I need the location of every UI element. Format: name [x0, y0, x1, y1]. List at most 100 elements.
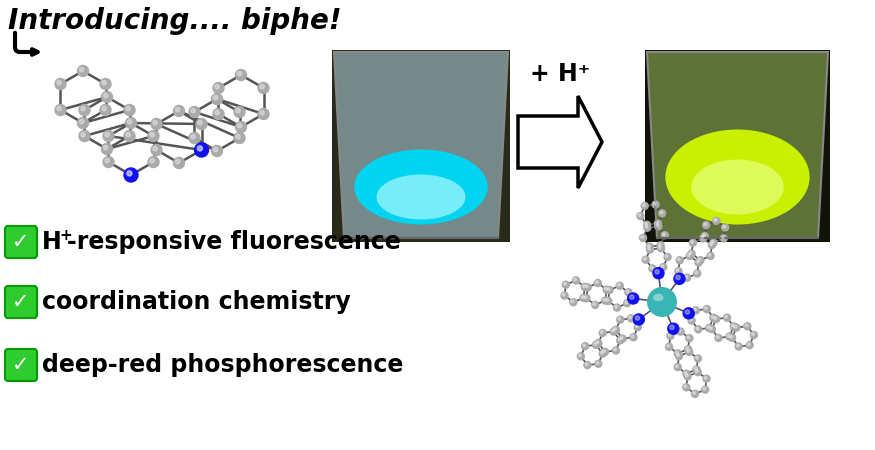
Circle shape: [657, 245, 664, 252]
Circle shape: [678, 329, 681, 332]
Circle shape: [714, 317, 717, 319]
Circle shape: [686, 348, 693, 356]
Circle shape: [592, 342, 599, 348]
Ellipse shape: [354, 149, 487, 225]
Circle shape: [173, 105, 185, 117]
Circle shape: [684, 371, 687, 374]
Circle shape: [198, 146, 202, 151]
Circle shape: [735, 343, 742, 350]
Circle shape: [578, 353, 584, 360]
Circle shape: [102, 91, 113, 103]
Polygon shape: [645, 50, 830, 242]
Circle shape: [695, 326, 702, 333]
Circle shape: [79, 104, 90, 116]
Circle shape: [707, 252, 714, 259]
Circle shape: [613, 348, 616, 351]
Circle shape: [710, 243, 712, 246]
Circle shape: [657, 242, 664, 249]
Circle shape: [634, 324, 641, 331]
Circle shape: [635, 316, 640, 320]
Circle shape: [212, 94, 222, 104]
Circle shape: [730, 323, 737, 330]
Circle shape: [214, 95, 218, 100]
Circle shape: [605, 288, 607, 290]
Circle shape: [702, 386, 709, 393]
Circle shape: [703, 387, 706, 390]
Circle shape: [626, 290, 629, 293]
Circle shape: [235, 122, 247, 132]
Circle shape: [648, 247, 650, 250]
Circle shape: [571, 300, 574, 303]
Circle shape: [650, 266, 653, 269]
Circle shape: [647, 246, 654, 253]
Circle shape: [661, 265, 664, 268]
Circle shape: [646, 243, 653, 250]
Circle shape: [640, 235, 644, 239]
Circle shape: [572, 277, 579, 284]
Circle shape: [198, 121, 202, 125]
Circle shape: [724, 315, 728, 318]
Circle shape: [676, 351, 678, 354]
Circle shape: [78, 66, 88, 77]
Circle shape: [688, 317, 695, 324]
Circle shape: [103, 145, 108, 150]
Circle shape: [676, 354, 680, 357]
Circle shape: [583, 285, 585, 288]
Circle shape: [665, 255, 668, 257]
Circle shape: [710, 327, 712, 330]
Circle shape: [602, 297, 609, 304]
Circle shape: [236, 108, 241, 113]
Circle shape: [696, 356, 698, 359]
Circle shape: [716, 336, 719, 338]
Circle shape: [751, 332, 758, 338]
Circle shape: [693, 366, 700, 373]
Circle shape: [103, 157, 114, 167]
Circle shape: [691, 391, 698, 397]
Circle shape: [703, 234, 705, 237]
Circle shape: [600, 331, 603, 333]
Circle shape: [214, 148, 218, 152]
Circle shape: [196, 118, 207, 130]
Text: ✓: ✓: [12, 292, 30, 312]
Circle shape: [600, 351, 603, 354]
Circle shape: [642, 203, 645, 207]
Circle shape: [612, 329, 614, 332]
Circle shape: [696, 327, 699, 330]
Circle shape: [150, 132, 154, 137]
Circle shape: [124, 104, 135, 116]
Circle shape: [685, 275, 688, 278]
Text: +: +: [59, 228, 72, 243]
Circle shape: [624, 300, 631, 307]
Circle shape: [151, 144, 162, 156]
Circle shape: [694, 369, 701, 376]
Circle shape: [660, 264, 667, 270]
Circle shape: [674, 273, 685, 284]
Circle shape: [618, 338, 620, 341]
Circle shape: [699, 235, 706, 242]
Circle shape: [726, 333, 733, 340]
Circle shape: [694, 367, 697, 370]
Circle shape: [709, 326, 716, 333]
Polygon shape: [332, 50, 510, 242]
Circle shape: [685, 310, 690, 314]
Circle shape: [703, 221, 710, 229]
Circle shape: [582, 342, 589, 350]
Circle shape: [126, 107, 130, 111]
Circle shape: [709, 242, 716, 248]
Circle shape: [653, 268, 664, 279]
Circle shape: [601, 348, 608, 356]
Circle shape: [592, 302, 598, 308]
Circle shape: [619, 335, 626, 342]
Circle shape: [596, 361, 598, 364]
Circle shape: [563, 293, 565, 296]
Circle shape: [100, 78, 111, 90]
Circle shape: [605, 297, 612, 305]
Circle shape: [197, 145, 203, 151]
Circle shape: [213, 82, 224, 94]
Circle shape: [258, 108, 269, 120]
Circle shape: [704, 223, 707, 225]
Circle shape: [102, 81, 107, 85]
Circle shape: [128, 119, 132, 124]
Circle shape: [570, 299, 577, 306]
Circle shape: [654, 202, 656, 205]
